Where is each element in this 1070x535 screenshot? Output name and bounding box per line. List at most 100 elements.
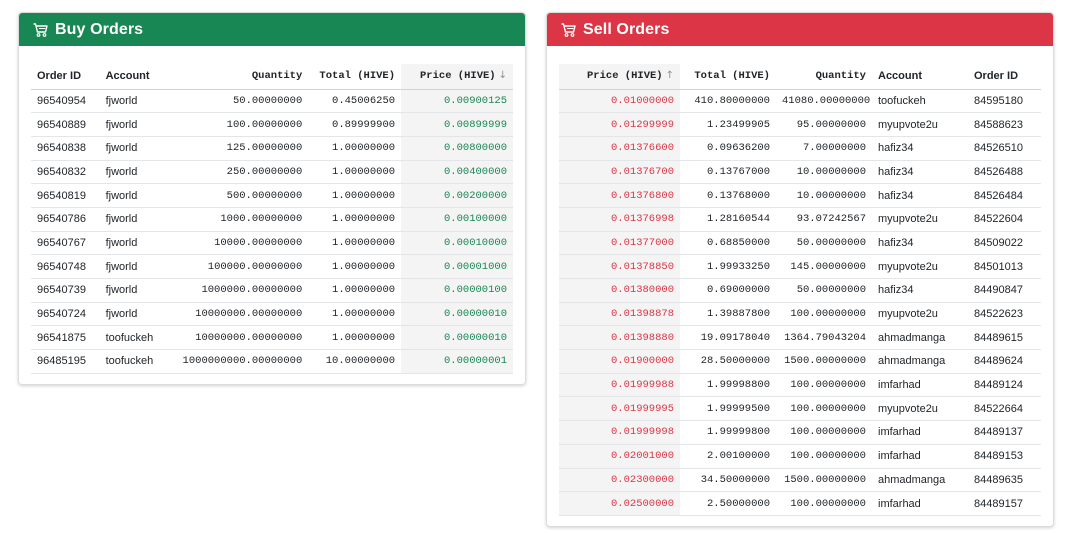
total-cell: 0.13767000 xyxy=(680,160,776,185)
account-cell: fjworld xyxy=(99,207,175,232)
sell-col-total[interactable]: Total (HIVE) xyxy=(680,64,776,90)
account-cell: fjworld xyxy=(99,160,175,185)
sell-order-row[interactable]: 0.02500000 2.50000000 100.00000000 imfarhad… xyxy=(559,491,1041,516)
sell-order-row[interactable]: 0.01398880 19.09178040 1364.79043204 ahmadm… xyxy=(559,325,1041,351)
order-id-cell: 84595180 xyxy=(968,89,1041,114)
total-cell: 1.00000000 xyxy=(308,231,402,256)
order-id-cell: 96540767 xyxy=(31,231,100,256)
sell-order-row[interactable]: 0.01376700 0.13767000 10.00000000 hafiz34 84… xyxy=(559,160,1041,185)
price-cell: 0.01377000 xyxy=(559,231,680,256)
price-cell: 0.01398878 xyxy=(559,302,680,327)
order-id-cell: 84509022 xyxy=(968,231,1041,256)
buy-col-total[interactable]: Total (HIVE) xyxy=(308,64,402,90)
quantity-cell: 10.00000000 xyxy=(776,160,872,185)
buy-order-row[interactable]: 96540739 fjworld 1000000.00000000 1.0000000… xyxy=(31,278,513,303)
total-cell: 0.45006250 xyxy=(308,89,402,114)
account-cell: fjworld xyxy=(99,89,175,114)
order-id-cell: 84489635 xyxy=(968,468,1041,493)
account-cell: fjworld xyxy=(99,136,175,161)
buy-orders-card: Buy Orders Order ID Account Quantity Tot… xyxy=(18,12,526,385)
sell-order-row[interactable]: 0.01377000 0.68850000 50.00000000 hafiz34 84… xyxy=(559,231,1041,256)
price-cell: 0.01398880 xyxy=(559,325,680,351)
order-id-cell: 84522623 xyxy=(968,302,1041,327)
buy-order-row[interactable]: 96540832 fjworld 250.00000000 1.00000000 0.0… xyxy=(31,160,513,185)
account-cell: fjworld xyxy=(99,254,175,279)
order-id-cell: 84489157 xyxy=(968,491,1041,516)
sell-order-row[interactable]: 0.01378850 1.99933250 145.00000000 myupvote… xyxy=(559,254,1041,279)
sell-col-order-id[interactable]: Order ID xyxy=(968,64,1041,90)
price-cell: 0.02300000 xyxy=(559,468,680,493)
account-cell: toofuckeh xyxy=(99,325,175,351)
buy-order-row[interactable]: 96540724 fjworld 10000000.00000000 1.000000… xyxy=(31,302,513,327)
buy-order-row[interactable]: 96485195 toofuckeh 1000000000.00000000 10.0… xyxy=(31,349,513,374)
sell-order-row[interactable]: 0.01299999 1.23499905 95.00000000 myupvote2… xyxy=(559,112,1041,137)
sell-order-row[interactable]: 0.01376600 0.09636200 7.00000000 hafiz34 845… xyxy=(559,136,1041,161)
order-id-cell: 84490847 xyxy=(968,278,1041,303)
buy-order-row[interactable]: 96540819 fjworld 500.00000000 1.00000000 0.0… xyxy=(31,183,513,208)
total-cell: 1.00000000 xyxy=(308,302,402,327)
price-cell: 0.01999998 xyxy=(559,420,680,445)
account-cell: hafiz34 xyxy=(872,160,968,185)
buy-col-price-label: Price (HIVE) xyxy=(419,70,496,83)
sell-col-quantity[interactable]: Quantity xyxy=(776,64,872,90)
buy-order-row[interactable]: 96541875 toofuckeh 10000000.00000000 1.0000… xyxy=(31,325,513,351)
account-cell: myupvote2u xyxy=(872,396,968,422)
price-cell: 0.00001000 xyxy=(401,254,513,279)
buy-col-account[interactable]: Account xyxy=(99,64,175,90)
sort-desc-icon: ↓ xyxy=(498,70,507,82)
sell-order-row[interactable]: 0.01398878 1.39887800 100.00000000 myupvote… xyxy=(559,302,1041,327)
buy-col-order-id[interactable]: Order ID xyxy=(31,64,100,90)
price-cell: 0.02500000 xyxy=(559,491,680,516)
account-cell: myupvote2u xyxy=(872,254,968,279)
buy-col-quantity[interactable]: Quantity xyxy=(174,64,309,90)
sell-order-row[interactable]: 0.01900000 28.50000000 1500.00000000 ahmadm… xyxy=(559,349,1041,374)
account-cell: toofuckeh xyxy=(872,89,968,114)
order-id-cell: 96540889 xyxy=(31,112,100,137)
shopping-cart-icon xyxy=(33,22,48,37)
sell-order-row[interactable]: 0.01999988 1.99998800 100.00000000 imfarhad… xyxy=(559,373,1041,398)
quantity-cell: 50.00000000 xyxy=(776,231,872,256)
buy-order-row[interactable]: 96540954 fjworld 50.00000000 0.45006250 0.00… xyxy=(31,89,513,114)
sell-col-price[interactable]: Price (HIVE) ↑ xyxy=(559,64,680,90)
sell-order-row[interactable]: 0.01376800 0.13768000 10.00000000 hafiz34 84… xyxy=(559,183,1041,208)
price-cell: 0.00100000 xyxy=(401,207,513,232)
sell-order-row[interactable]: 0.01380000 0.69000000 50.00000000 hafiz34 84… xyxy=(559,278,1041,303)
buy-order-row[interactable]: 96540889 fjworld 100.00000000 0.89999900 0.0… xyxy=(31,112,513,137)
total-cell: 1.99999800 xyxy=(680,420,776,445)
sell-order-row[interactable]: 0.01999995 1.99999500 100.00000000 myupvote… xyxy=(559,396,1041,422)
buy-order-row[interactable]: 96540748 fjworld 100000.00000000 1.00000000… xyxy=(31,254,513,279)
sell-order-row[interactable]: 0.01999998 1.99999800 100.00000000 imfarhad… xyxy=(559,420,1041,445)
total-cell: 1.99998800 xyxy=(680,373,776,398)
total-cell: 28.50000000 xyxy=(680,349,776,374)
quantity-cell: 7.00000000 xyxy=(776,136,872,161)
price-cell: 0.00000001 xyxy=(401,349,513,374)
order-id-cell: 84522604 xyxy=(968,207,1041,232)
buy-order-row[interactable]: 96540786 fjworld 1000.00000000 1.00000000 0.… xyxy=(31,207,513,232)
account-cell: toofuckeh xyxy=(99,349,175,374)
price-cell: 0.00010000 xyxy=(401,231,513,256)
total-cell: 0.09636200 xyxy=(680,136,776,161)
sell-order-row[interactable]: 0.02300000 34.50000000 1500.00000000 ahmadm… xyxy=(559,468,1041,493)
price-cell: 0.00400000 xyxy=(401,160,513,185)
buy-order-row[interactable]: 96540838 fjworld 125.00000000 1.00000000 0.0… xyxy=(31,136,513,161)
sort-asc-icon: ↑ xyxy=(665,70,674,82)
price-cell: 0.01900000 xyxy=(559,349,680,374)
sell-order-row[interactable]: 0.02001000 2.00100000 100.00000000 imfarhad… xyxy=(559,444,1041,469)
buy-orders-title: Buy Orders xyxy=(55,20,144,38)
order-id-cell: 96540786 xyxy=(31,207,100,232)
quantity-cell: 100.00000000 xyxy=(776,302,872,327)
buy-order-row[interactable]: 96540767 fjworld 10000.00000000 1.00000000 0… xyxy=(31,231,513,256)
total-cell: 2.50000000 xyxy=(680,491,776,516)
quantity-cell: 100.00000000 xyxy=(776,491,872,516)
sell-col-account[interactable]: Account xyxy=(872,64,968,90)
quantity-cell: 10000.00000000 xyxy=(174,231,309,256)
buy-table-header-row: Order ID Account Quantity Total (HIVE) P… xyxy=(31,64,513,90)
total-cell: 1.00000000 xyxy=(308,207,402,232)
quantity-cell: 1500.00000000 xyxy=(776,349,872,374)
order-id-cell: 84588623 xyxy=(968,112,1041,137)
account-cell: hafiz34 xyxy=(872,136,968,161)
quantity-cell: 100000.00000000 xyxy=(174,254,309,279)
buy-col-price[interactable]: Price (HIVE) ↓ xyxy=(401,64,513,90)
sell-order-row[interactable]: 0.01376998 1.28160544 93.07242567 myupvote2… xyxy=(559,207,1041,232)
sell-order-row[interactable]: 0.01000000 410.80000000 41080.00000000 toof… xyxy=(559,89,1041,114)
